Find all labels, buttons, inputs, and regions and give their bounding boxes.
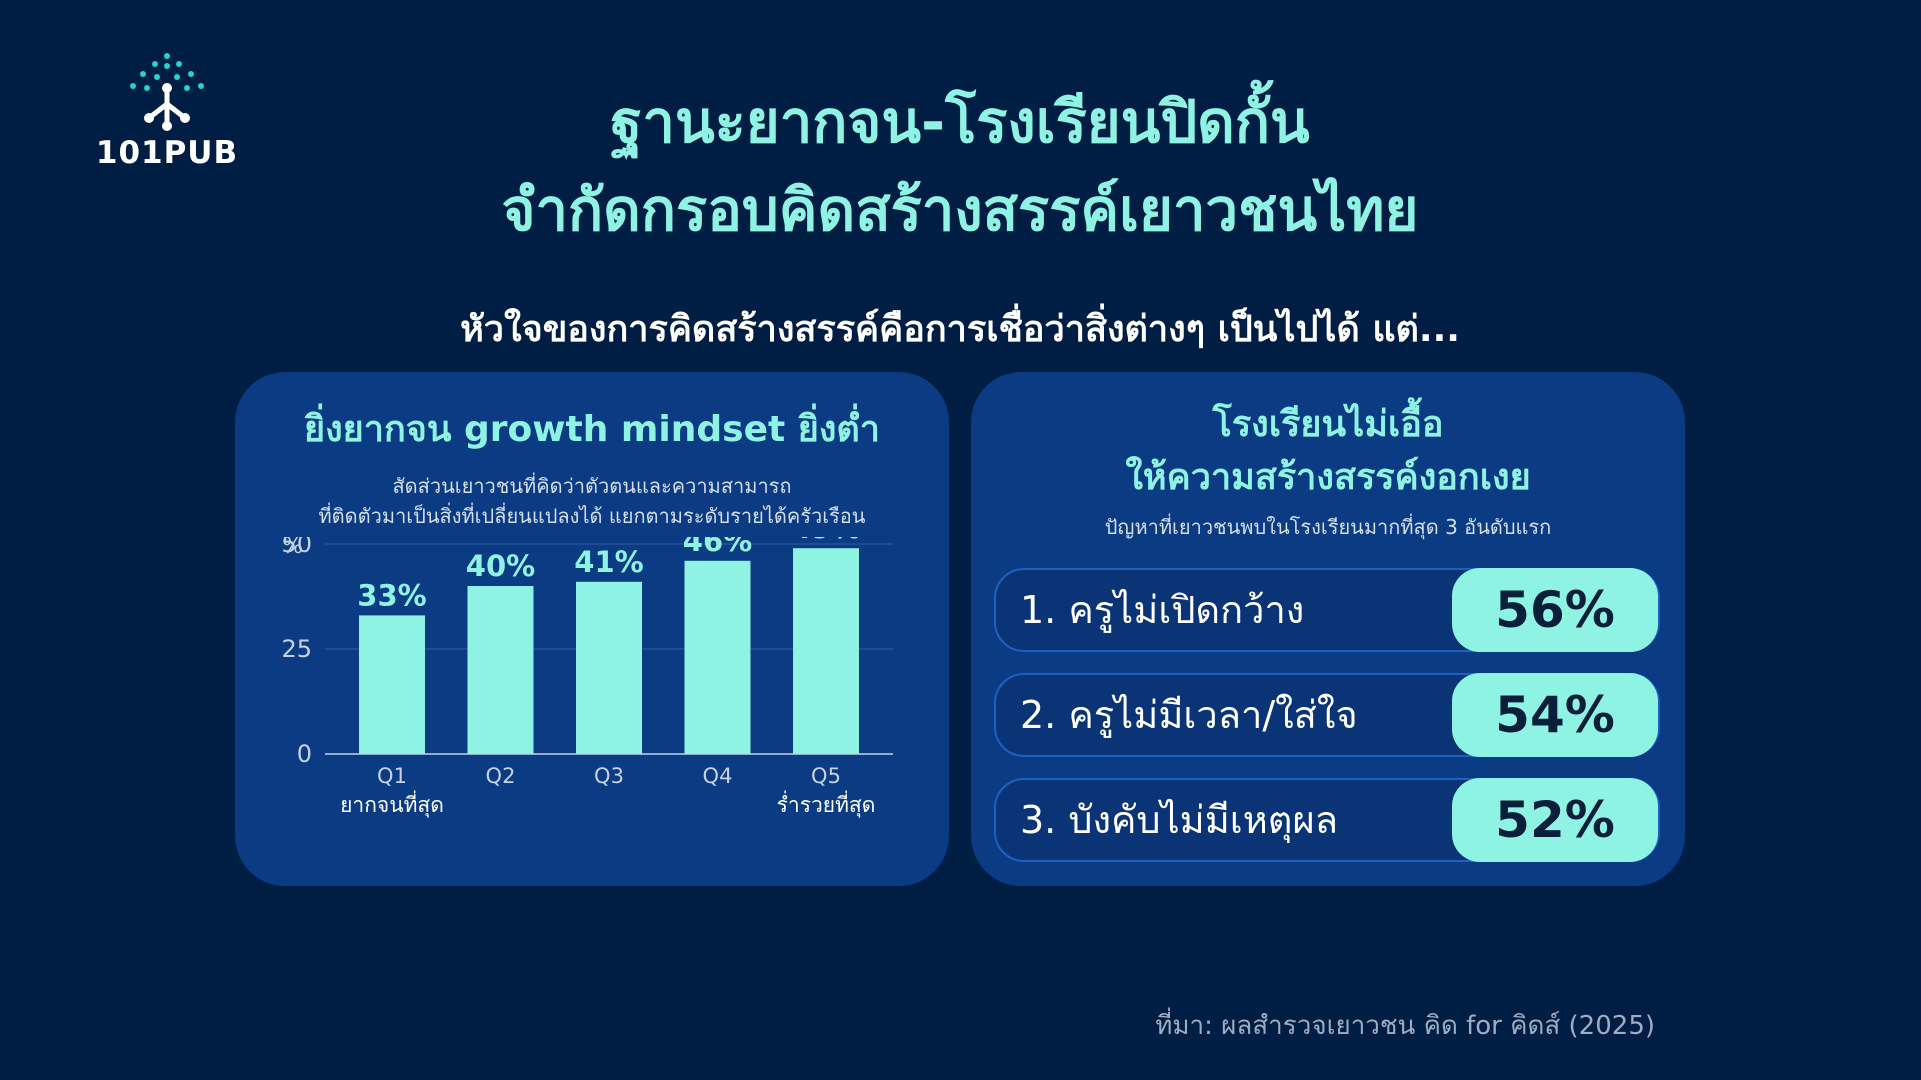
rank-value: 52% — [1452, 778, 1658, 862]
mindset-card-description: สัดส่วนเยาวชนที่คิดว่าตัวตนและความสามารถ… — [235, 471, 949, 531]
bar-q4 — [684, 560, 751, 754]
logo: 101PUB — [92, 52, 242, 171]
rank-row-2: 2. ครูไม่มีเวลา/ใส่ใจ 54% — [994, 673, 1660, 757]
rank-label: 3. บังคับไม่มีเหตุผล — [1020, 798, 1339, 842]
y-axis-unit-label: % — [282, 537, 303, 559]
x-tick-sublabel: ยากจนที่สุด — [340, 790, 444, 818]
x-tick-label: Q5 — [811, 764, 841, 788]
network-icon — [130, 53, 204, 131]
y-tick-label: 50 — [281, 537, 312, 558]
school-card-description: ปัญหาที่เยาวชนพบในโรงเรียนมากที่สุด 3 อั… — [1104, 515, 1552, 539]
page-subtitle: หัวใจของการคิดสร้างสรรค์คือการเชื่อว่าสิ… — [460, 309, 1460, 350]
x-tick-label: Q3 — [594, 764, 624, 788]
mindset-card: ยิ่งยากจน growth mindset ยิ่งต่ำ สัดส่วน… — [235, 372, 949, 886]
rank-value: 56% — [1452, 568, 1658, 652]
bar-q1 — [359, 615, 425, 754]
x-tick-label: Q2 — [486, 764, 516, 788]
rank-label: 2. ครูไม่มีเวลา/ใส่ใจ — [1020, 693, 1358, 737]
data-label: 49% — [791, 537, 860, 545]
page-title-line-1: ฐานะยากจน-โรงเรียนปิดกั้น — [610, 88, 1310, 156]
bar-q5 — [793, 548, 859, 754]
data-label: 41% — [574, 545, 643, 579]
x-tick-label: Q1 — [377, 764, 407, 788]
x-tick-label: Q4 — [703, 764, 733, 788]
school-card-title-line-2: ให้ความสร้างสรรค์งอกเงย — [1125, 457, 1531, 498]
rank-row-1: 1. ครูไม่เปิดกว้าง 56% — [994, 568, 1660, 652]
mindset-card-title: ยิ่งยากจน growth mindset ยิ่งต่ำ — [304, 409, 880, 450]
page-title: ฐานะยากจน-โรงเรียนปิดกั้น จำกัดกรอบคิดสร… — [300, 78, 1620, 254]
mindset-card-description-line-2: ที่ติดตัวมาเป็นสิ่งที่เปลี่ยนแปลงได้ แยก… — [318, 504, 866, 528]
school-card-title-line-1: โรงเรียนไม่เอื้อ — [1212, 404, 1444, 445]
source-note: ที่มา: ผลสำรวจเยาวชน คิด for คิดส์ (2025… — [1155, 1011, 1655, 1041]
data-label: 46% — [683, 537, 752, 558]
y-tick-label: 25 — [281, 635, 312, 663]
y-tick-label: 0 — [297, 740, 312, 768]
logo-text: 101PUB — [95, 135, 239, 171]
rank-label: 1. ครูไม่เปิดกว้าง — [1020, 588, 1305, 632]
bar-q2 — [467, 586, 534, 754]
x-tick-sublabel: ร่ำรวยที่สุด — [777, 790, 876, 818]
school-card-title: โรงเรียนไม่เอื้อ ให้ความสร้างสรรค์งอกเงย — [971, 398, 1685, 504]
mindset-card-description-line-1: สัดส่วนเยาวชนที่คิดว่าตัวตนและความสามารถ — [392, 474, 792, 498]
rank-row-3: 3. บังคับไม่มีเหตุผล 52% — [994, 778, 1660, 862]
bar-q3 — [576, 581, 642, 754]
rank-value: 54% — [1452, 673, 1658, 757]
school-card: โรงเรียนไม่เอื้อ ให้ความสร้างสรรค์งอกเงย… — [971, 372, 1685, 886]
data-label: 40% — [466, 549, 535, 583]
data-label: 33% — [357, 578, 426, 612]
page-title-line-2: จำกัดกรอบคิดสร้างสรรค์เยาวชนไทย — [501, 176, 1419, 244]
